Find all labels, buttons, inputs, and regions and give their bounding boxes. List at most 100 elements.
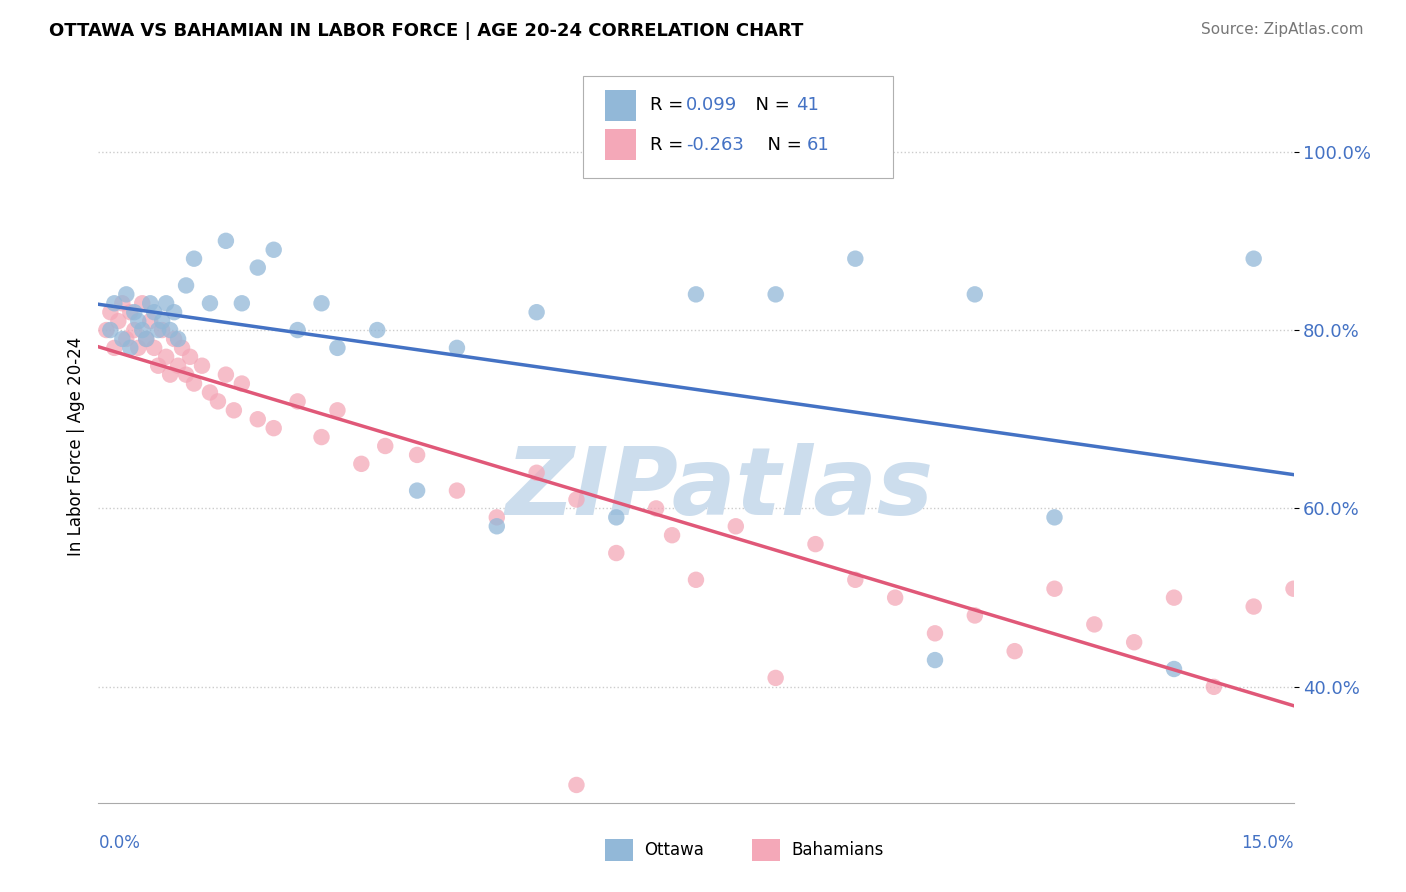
Point (1243, 599, 1265, 614)
Point (148, 323, 170, 337)
Point (163, 332, 186, 346)
Point (406, 448, 429, 462)
Point (174, 368, 197, 382)
Point (107, 314, 129, 328)
Point (111, 332, 134, 346)
Point (1163, 662, 1185, 676)
Point (485, 510, 508, 524)
Point (222, 403, 245, 417)
Text: Bahamians: Bahamians (792, 841, 884, 859)
Point (311, 296, 333, 310)
Point (844, 573, 866, 587)
Point (215, 234, 238, 248)
Point (1123, 635, 1146, 649)
Point (326, 403, 349, 417)
Point (139, 314, 162, 328)
Point (179, 350, 201, 364)
Point (183, 252, 205, 266)
Point (103, 341, 125, 355)
Point (96, 323, 118, 337)
Point (127, 341, 149, 355)
Point (924, 653, 946, 667)
Point (565, 778, 588, 792)
Point (446, 483, 468, 498)
Point (844, 252, 866, 266)
Point (159, 323, 181, 337)
Point (326, 341, 349, 355)
Point (148, 359, 170, 373)
Point (139, 296, 162, 310)
Point (127, 314, 149, 328)
Point (526, 305, 548, 319)
Text: OTTAWA VS BAHAMIAN IN LABOR FORCE | AGE 20-24 CORRELATION CHART: OTTAWA VS BAHAMIAN IN LABOR FORCE | AGE … (49, 22, 804, 40)
Point (1004, 644, 1026, 658)
Point (231, 376, 253, 391)
Point (124, 305, 146, 319)
Point (111, 296, 134, 310)
Point (159, 368, 181, 382)
Point (605, 510, 627, 524)
Point (804, 537, 827, 551)
Text: 41: 41 (796, 96, 818, 114)
Point (207, 394, 229, 409)
Point (155, 350, 177, 364)
Point (374, 439, 396, 453)
Point (150, 323, 173, 337)
Point (246, 260, 269, 275)
Point (131, 323, 153, 337)
Point (215, 368, 238, 382)
Point (103, 296, 125, 310)
Point (287, 394, 309, 409)
Point (231, 296, 253, 310)
Text: Source: ZipAtlas.com: Source: ZipAtlas.com (1201, 22, 1364, 37)
Point (446, 341, 468, 355)
Point (172, 341, 194, 355)
Point (1043, 582, 1066, 596)
Point (1043, 510, 1066, 524)
Point (685, 287, 707, 301)
Point (124, 323, 146, 337)
Point (135, 332, 157, 346)
Point (1282, 582, 1305, 596)
Point (565, 492, 588, 507)
Point (311, 430, 333, 444)
Text: 0.099: 0.099 (686, 96, 737, 114)
Point (167, 359, 190, 373)
Y-axis label: In Labor Force | Age 20-24: In Labor Force | Age 20-24 (66, 336, 84, 556)
Point (1243, 252, 1265, 266)
Point (661, 528, 683, 542)
Point (287, 323, 309, 337)
Text: ZIPatlas: ZIPatlas (506, 442, 934, 535)
Point (366, 323, 388, 337)
Text: 15.0%: 15.0% (1241, 834, 1294, 852)
Point (174, 278, 197, 293)
Point (120, 305, 142, 319)
Point (163, 305, 186, 319)
Text: R =: R = (650, 136, 689, 153)
Text: -0.263: -0.263 (686, 136, 744, 153)
Point (143, 341, 166, 355)
Point (526, 466, 548, 480)
Text: 61: 61 (807, 136, 830, 153)
Point (183, 376, 205, 391)
Point (143, 305, 166, 319)
Point (963, 608, 986, 623)
Point (135, 332, 157, 346)
Point (1202, 680, 1225, 694)
Point (1163, 591, 1185, 605)
Text: Ottawa: Ottawa (644, 841, 704, 859)
Point (263, 243, 285, 257)
Point (605, 546, 627, 560)
Text: N =: N = (756, 136, 808, 153)
Point (115, 287, 138, 301)
Point (1083, 617, 1105, 632)
Point (246, 412, 269, 426)
Point (98, 305, 122, 319)
Point (884, 591, 907, 605)
Point (150, 314, 173, 328)
Point (406, 483, 429, 498)
Point (155, 296, 177, 310)
Point (765, 671, 787, 685)
Point (685, 573, 707, 587)
Point (263, 421, 285, 435)
